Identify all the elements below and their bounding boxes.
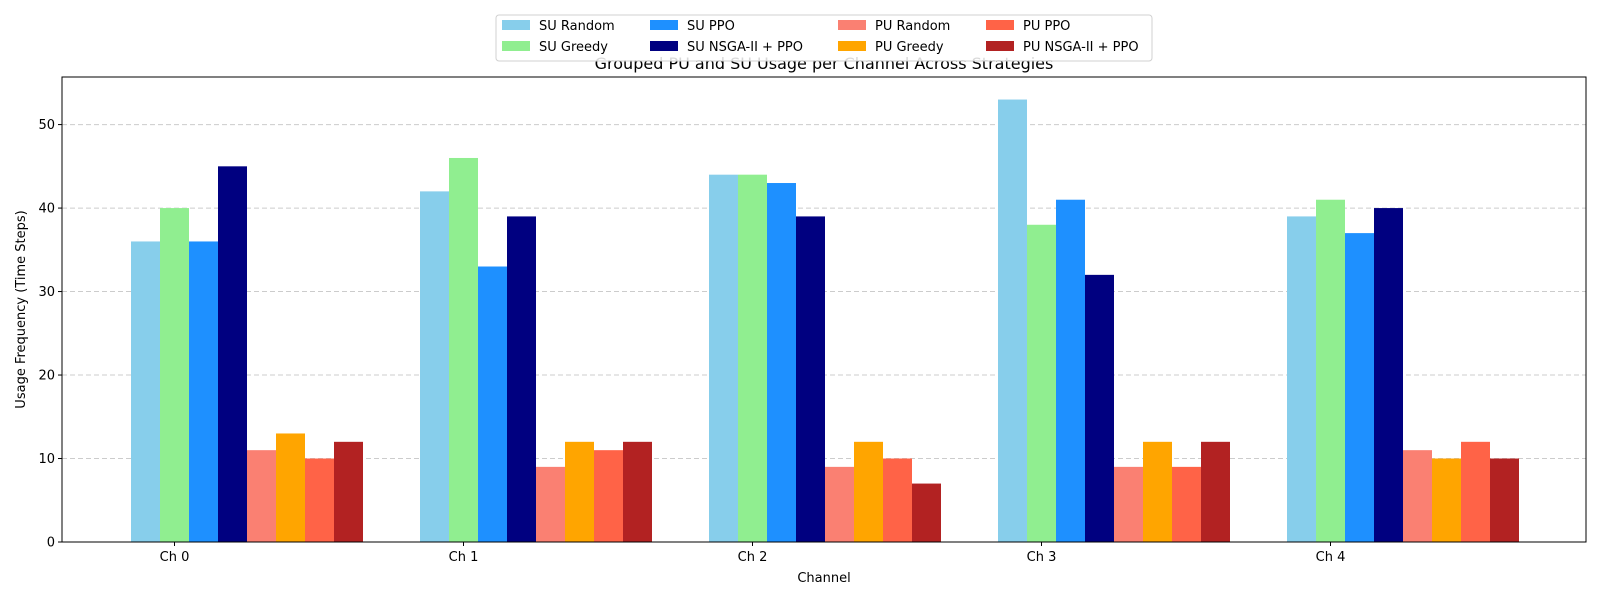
bar (1085, 274, 1114, 542)
legend-swatch (650, 20, 678, 30)
bar (189, 241, 218, 542)
plot-frame (61, 76, 1587, 543)
y-tick-label: 0 (47, 536, 55, 551)
bar (623, 441, 652, 542)
y-tick-label: 10 (38, 452, 55, 467)
bar (796, 216, 825, 543)
legend-label: PU PPO (1023, 19, 1070, 34)
bar (565, 441, 594, 542)
bar (1114, 466, 1143, 542)
bar (1172, 466, 1201, 542)
bar (1490, 458, 1519, 542)
legend-label: PU NSGA-II + PPO (1023, 40, 1139, 55)
y-tick-label: 20 (38, 369, 55, 384)
y-axis-label: Usage Frequency (Time Steps) (14, 210, 29, 408)
legend-label: SU Random (539, 19, 615, 34)
bar (825, 466, 854, 542)
bar (1056, 199, 1085, 543)
x-tick-label: Ch 3 (1027, 550, 1057, 565)
y-tick-label: 50 (38, 118, 55, 133)
bar (854, 441, 883, 542)
x-axis-label: Channel (797, 571, 850, 586)
bar (536, 466, 565, 542)
y-tick-label: 40 (38, 202, 55, 217)
x-tick-label: Ch 0 (160, 550, 190, 565)
bar (883, 458, 912, 542)
bar (1461, 441, 1490, 542)
bar (1201, 441, 1230, 542)
bar (1143, 441, 1172, 542)
x-axis: Ch 0 Ch 1 Ch 2 Ch 3 Ch 4 (160, 542, 1346, 565)
bar (478, 266, 507, 542)
legend-swatch (502, 20, 530, 30)
bar (160, 208, 189, 542)
bar (767, 183, 796, 542)
x-tick-label: Ch 2 (738, 550, 768, 565)
bars (131, 99, 1519, 543)
legend-swatch (986, 20, 1014, 30)
bar (998, 99, 1027, 542)
bar (1432, 458, 1461, 542)
bar (276, 433, 305, 542)
bar (738, 174, 767, 542)
legend-swatch (838, 20, 866, 30)
bar (507, 216, 536, 543)
legend-swatch (502, 41, 530, 51)
bar (594, 450, 623, 542)
legend-label: SU PPO (687, 19, 735, 34)
bar (1287, 216, 1316, 543)
bar (218, 166, 247, 542)
bar (1027, 224, 1056, 542)
bar (1374, 208, 1403, 542)
bar (420, 191, 449, 542)
bar (247, 450, 276, 542)
y-tick-label: 30 (38, 285, 55, 300)
bar (1316, 199, 1345, 543)
legend: SU Random SU Greedy SU PPO SU NSGA-II + PPO… (495, 14, 1153, 62)
bar (709, 174, 738, 542)
bar (1345, 233, 1374, 543)
bar (1403, 450, 1432, 542)
bar (131, 241, 160, 542)
legend-swatch (650, 41, 678, 51)
legend-swatch (838, 41, 866, 51)
legend-label: PU Greedy (875, 40, 944, 55)
bar (449, 157, 478, 542)
y-axis: 0 10 20 30 40 50 (38, 118, 62, 551)
bar (334, 441, 363, 542)
x-tick-label: Ch 1 (449, 550, 479, 565)
legend-label: SU NSGA-II + PPO (687, 40, 803, 55)
bar (912, 483, 941, 542)
legend-label: PU Random (875, 19, 950, 34)
legend-label: SU Greedy (539, 40, 608, 55)
legend-swatch (986, 41, 1014, 51)
x-tick-label: Ch 4 (1316, 550, 1346, 565)
bar (305, 458, 334, 542)
